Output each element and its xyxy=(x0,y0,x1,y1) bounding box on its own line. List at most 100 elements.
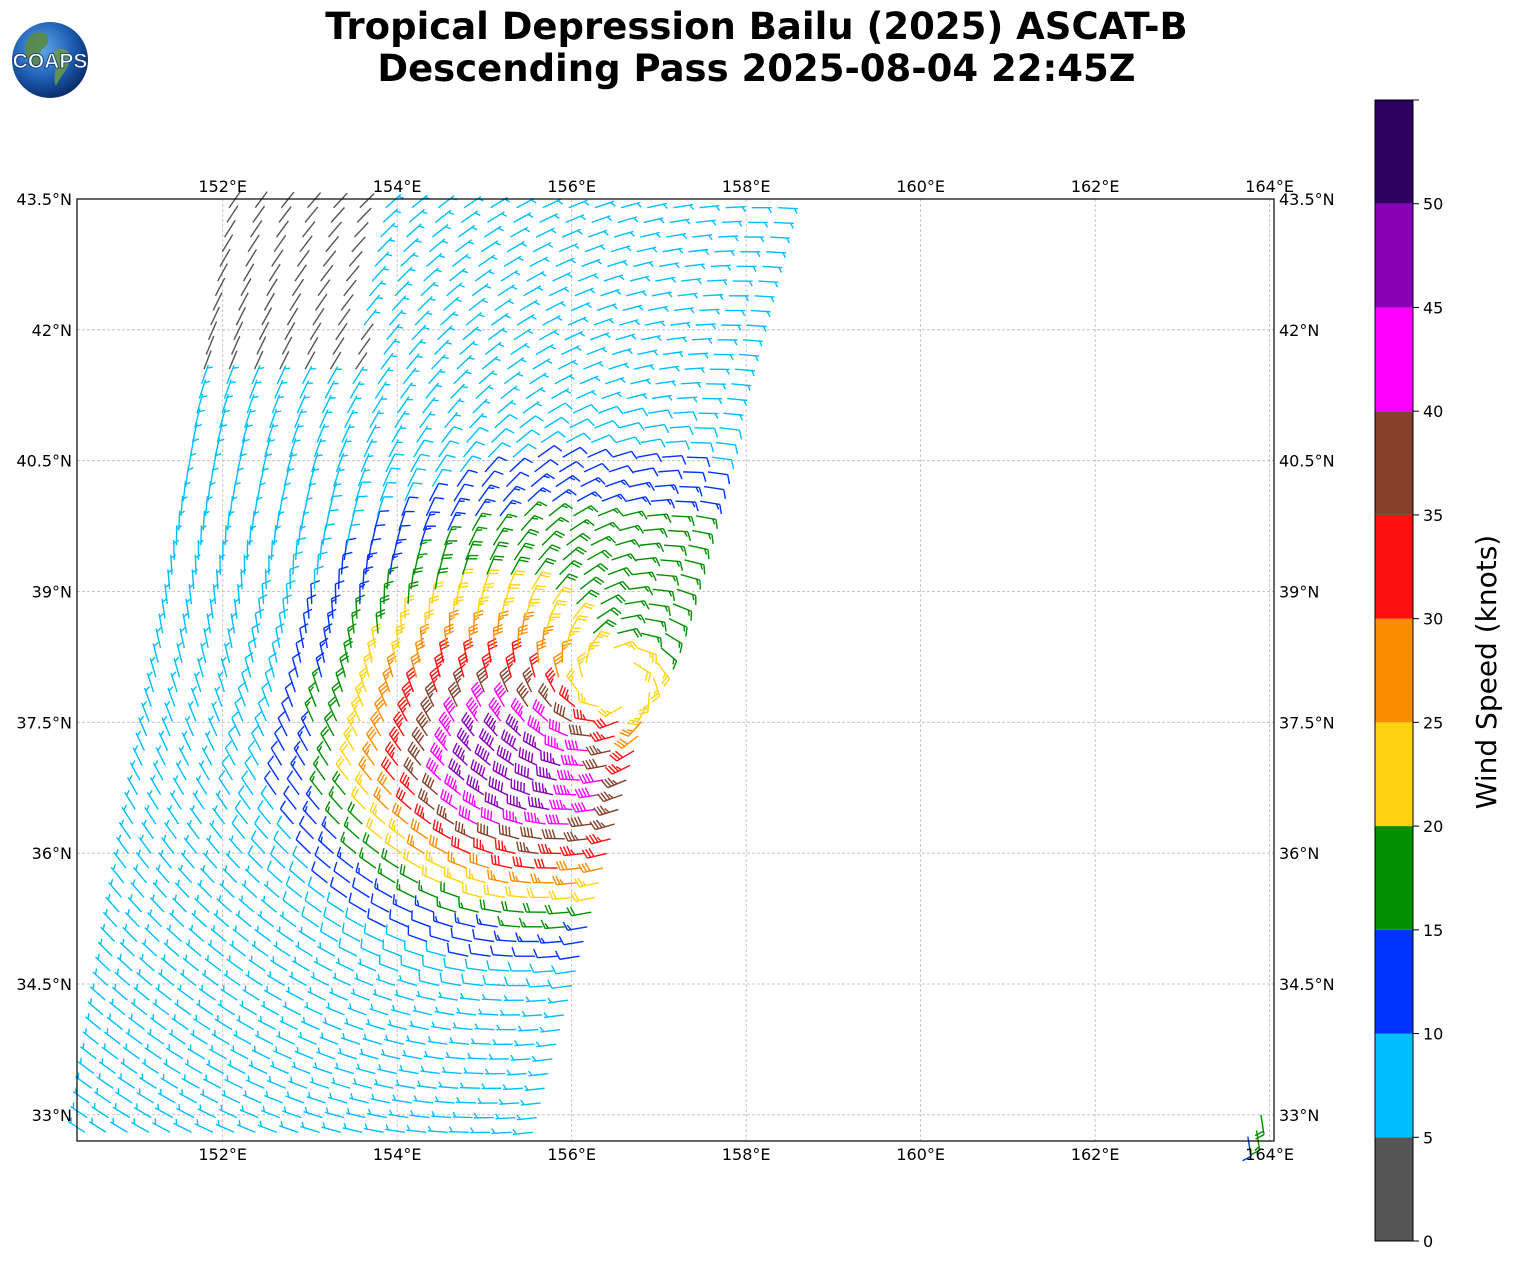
wind-barb xyxy=(190,1029,208,1045)
wind-barb xyxy=(135,730,145,752)
wind-barb xyxy=(214,686,223,707)
wind-barb xyxy=(220,985,238,1001)
wind-barb xyxy=(425,849,445,869)
wind-barb xyxy=(554,373,575,385)
wind-barb xyxy=(512,1128,533,1136)
wind-barb xyxy=(291,278,305,297)
wind-barb xyxy=(300,1121,320,1133)
wind-barb xyxy=(474,743,492,766)
wind-barb xyxy=(223,641,231,663)
wind-barb xyxy=(374,381,391,399)
wind-barb xyxy=(116,953,133,972)
wind-barb xyxy=(359,1048,379,1060)
wind-barb xyxy=(310,972,330,987)
wind-barb xyxy=(488,776,508,796)
wind-barb xyxy=(434,726,449,752)
wind-barb xyxy=(459,340,479,355)
wind-barb xyxy=(574,287,596,297)
wind-barb xyxy=(460,973,484,987)
wind-barb xyxy=(184,715,195,737)
wind-barb xyxy=(656,573,680,586)
wind-barb xyxy=(320,725,332,752)
wind-barb xyxy=(257,800,272,825)
wind-barb xyxy=(351,236,366,253)
wind-barb xyxy=(369,801,386,825)
wind-barb xyxy=(363,1123,384,1133)
wind-barb xyxy=(503,976,528,987)
lon-label-bottom: 158°E xyxy=(722,1145,771,1164)
wind-barb xyxy=(473,837,494,855)
wind-barb xyxy=(166,804,180,825)
wind-barb xyxy=(635,557,661,567)
wind-barb xyxy=(466,774,485,796)
wind-barb xyxy=(555,573,579,590)
wind-barb xyxy=(494,1113,516,1120)
wind-barb xyxy=(747,221,769,228)
lon-label-top: 162°E xyxy=(1071,177,1120,196)
wind-barb xyxy=(307,987,326,1001)
wind-barb xyxy=(176,641,183,663)
wind-barb xyxy=(531,781,554,796)
wind-barb xyxy=(691,337,713,345)
wind-barb xyxy=(366,726,379,752)
wind-barb xyxy=(572,602,595,620)
wind-barb xyxy=(244,755,257,781)
wind-barb xyxy=(169,909,185,928)
wind-barb xyxy=(637,452,663,463)
wind-barb xyxy=(428,368,446,385)
wind-barb xyxy=(377,237,396,253)
wind-barb xyxy=(604,763,631,775)
wind-barb xyxy=(494,413,519,429)
wind-barb xyxy=(327,221,343,238)
wind-barb xyxy=(510,342,531,356)
wind-barb xyxy=(292,551,303,575)
wind-barb xyxy=(522,731,542,752)
wind-barb xyxy=(218,770,231,796)
wind-barb xyxy=(434,339,453,355)
wind-barb xyxy=(274,725,285,752)
wind-barb xyxy=(619,720,643,737)
wind-barb xyxy=(711,456,735,470)
wind-barb xyxy=(347,1003,367,1016)
wind-barb xyxy=(378,681,390,707)
wind-barb xyxy=(182,954,200,972)
wind-barb xyxy=(157,1088,176,1104)
wind-barb xyxy=(541,829,565,840)
wind-barb xyxy=(603,274,625,282)
wind-barb xyxy=(762,265,783,273)
wind-barb xyxy=(169,789,182,810)
wind-barb xyxy=(79,1042,97,1060)
wind-barb xyxy=(484,1068,506,1075)
wind-barb xyxy=(506,793,527,811)
wind-barb xyxy=(456,1007,477,1016)
wind-barb xyxy=(585,833,611,845)
wind-barb xyxy=(290,755,303,781)
wind-barb xyxy=(308,681,317,707)
wind-barb xyxy=(276,1031,295,1045)
wind-barb xyxy=(643,527,668,538)
wind-barb xyxy=(346,711,358,737)
wind-barb xyxy=(216,895,233,913)
wind-barb xyxy=(341,424,355,443)
wind-barb xyxy=(448,1126,469,1133)
wind-barb xyxy=(367,1108,388,1119)
wind-barb xyxy=(563,831,588,842)
wind-barb xyxy=(548,286,570,297)
wind-barb xyxy=(464,958,488,972)
wind-barb xyxy=(173,1118,192,1133)
wind-barb xyxy=(496,745,515,766)
wind-barb xyxy=(276,365,291,385)
wind-barb xyxy=(472,398,491,414)
wind-barb xyxy=(706,279,728,286)
wind-barb xyxy=(214,1015,233,1031)
wind-barb xyxy=(559,845,585,857)
wind-barb xyxy=(690,441,715,453)
wind-barb xyxy=(196,393,208,414)
wind-barb xyxy=(230,612,237,634)
wind-barb xyxy=(420,1065,441,1075)
wind-barb xyxy=(70,1102,88,1119)
wind-barb xyxy=(266,860,283,884)
wind-barb xyxy=(522,666,534,693)
wind-barb xyxy=(450,497,470,517)
wind-barb xyxy=(388,439,403,458)
